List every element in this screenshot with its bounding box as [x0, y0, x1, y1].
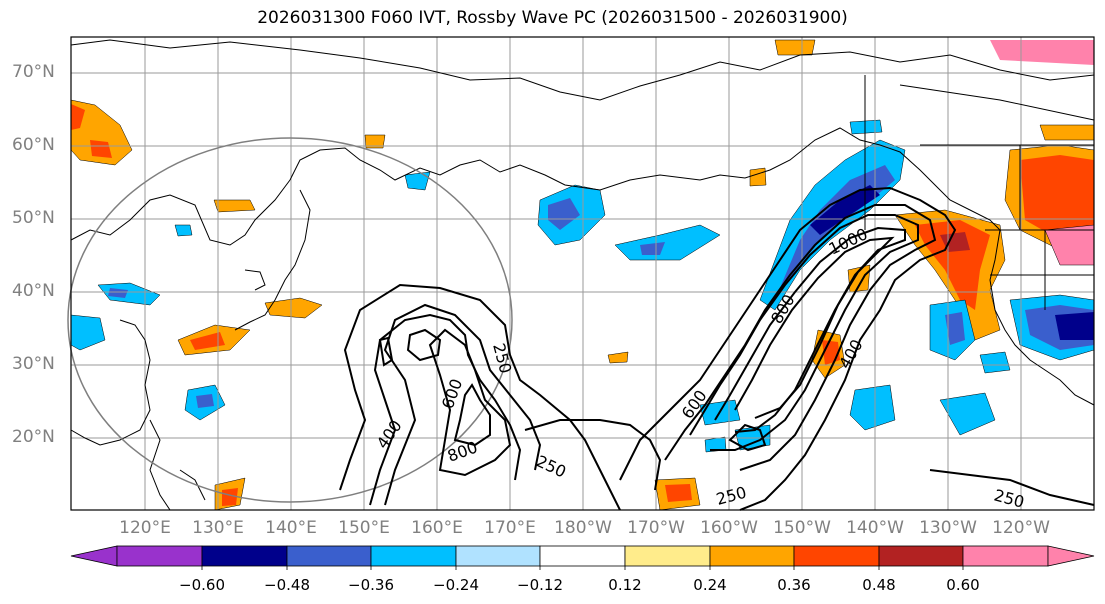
anomaly-blob: [264, 297, 323, 319]
anomaly-blob: [810, 185, 880, 235]
lon-label: 140°W: [846, 518, 904, 538]
anomaly-blob: [849, 384, 896, 431]
lon-label: 150°E: [338, 518, 390, 538]
anomaly-blob: [1055, 312, 1094, 340]
anomaly-blob: [364, 134, 386, 149]
anomaly-blob: [665, 484, 692, 502]
coastlines: [70, 39, 1095, 511]
lat-label-20n: 20°N: [12, 427, 55, 447]
colorbar-tick-label: −0.60: [179, 576, 225, 594]
anomaly-blob: [990, 40, 1094, 65]
colorbar-tick-label: −0.12: [517, 576, 563, 594]
lat-label-70n: 70°N: [12, 62, 55, 82]
colorbar-tick-label: 0.12: [608, 576, 642, 594]
lon-label: 180°W: [554, 518, 612, 538]
colorbar-segment: [116, 545, 203, 567]
colorbar-segment: [878, 545, 964, 567]
contour-labels: 250 400 600 800 1000 250 400 600 800 250…: [373, 224, 1027, 512]
colorbar-tick-label: −0.36: [348, 576, 394, 594]
map-frame: [70, 36, 1095, 511]
anomaly-blob: [849, 119, 883, 135]
colorbar-tick-label: −0.24: [433, 576, 479, 594]
anomaly-blob: [190, 332, 225, 350]
anomaly-blob: [640, 242, 665, 255]
anomaly-blob: [71, 104, 85, 130]
colorbar-extend-right: [1047, 545, 1095, 567]
colorbar-tick-label: 0.48: [862, 576, 896, 594]
anomaly-blob: [939, 392, 996, 436]
lat-label-30n: 30°N: [12, 354, 55, 374]
anomaly-blob: [1039, 124, 1095, 141]
lon-label: 120°W: [992, 518, 1050, 538]
anomaly-blob: [108, 288, 128, 298]
colorbar-segment: [455, 545, 541, 567]
colorbar-segment: [962, 545, 1049, 567]
anomaly-blob: [915, 220, 990, 310]
colorbar-segment: [793, 545, 880, 567]
anomaly-blob: [213, 199, 256, 213]
anomaly-blob: [548, 198, 580, 230]
colorbar-extend-left: [70, 545, 118, 567]
map-title: 2026031300 F060 IVT, Rossby Wave PC (202…: [257, 8, 848, 28]
colorbar-segment: [539, 545, 626, 567]
reference-ellipse: [67, 137, 513, 503]
anomaly-blob: [90, 140, 112, 158]
anomaly-blob: [979, 351, 1011, 374]
lon-label: 120°E: [119, 518, 171, 538]
lat-label-50n: 50°N: [12, 208, 55, 228]
anomaly-blob: [222, 488, 238, 506]
colorbar-tick-label: 0.36: [777, 576, 811, 594]
lat-label-40n: 40°N: [12, 281, 55, 301]
anomaly-blob: [945, 312, 965, 345]
colorbar-segment: [286, 545, 372, 567]
colorbar-segment: [201, 545, 288, 567]
anomaly-blob: [70, 99, 133, 166]
colorbar: [70, 545, 1095, 570]
lon-label: 160°W: [700, 518, 758, 538]
colorbar-segment: [370, 545, 457, 567]
lon-label: 130°W: [919, 518, 977, 538]
colorbar-segment: [624, 545, 711, 567]
lon-label: 160°E: [411, 518, 463, 538]
ivt-contours: [339, 186, 1095, 511]
anomaly-blob: [196, 394, 214, 408]
colorbar-tick-label: 0.24: [693, 576, 727, 594]
lon-label: 170°E: [484, 518, 536, 538]
anomaly-blob: [774, 39, 816, 56]
lon-label: 170°W: [627, 518, 685, 538]
anomaly-blob: [847, 264, 871, 293]
lon-label: 150°W: [773, 518, 831, 538]
colorbar-tick-label: 0.60: [946, 576, 980, 594]
colorbar-tick-label: −0.48: [264, 576, 310, 594]
anomaly-blob: [174, 224, 193, 237]
anomaly-blob: [607, 351, 629, 364]
lon-label: 140°E: [265, 518, 317, 538]
anomaly-blob: [1020, 155, 1094, 250]
colorbar-segment: [709, 545, 795, 567]
lon-label: 130°E: [192, 518, 244, 538]
lat-label-60n: 60°N: [12, 135, 55, 155]
anomaly-blob: [749, 167, 767, 187]
